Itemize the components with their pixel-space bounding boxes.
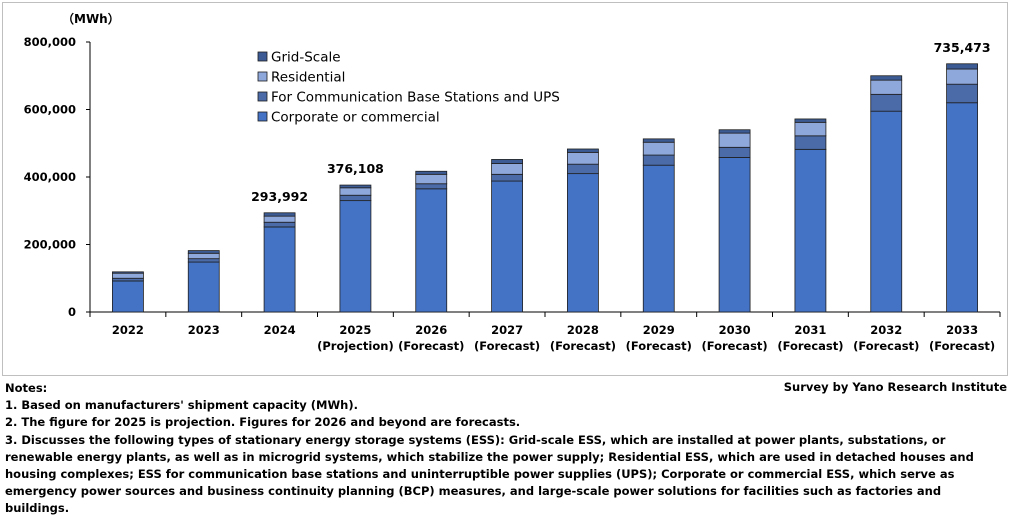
bar-segment-grid-scale bbox=[415, 170, 448, 175]
bar-segment-for-communication-base-stations-and-ups bbox=[718, 146, 751, 158]
bar-segment-corporate-or-commercial bbox=[263, 226, 296, 313]
x-tick-label: 2023 bbox=[188, 323, 220, 337]
bar-segment-grid-scale bbox=[339, 184, 372, 189]
bar-segment-corporate-or-commercial bbox=[946, 102, 978, 313]
bar-segment-residential bbox=[794, 121, 827, 137]
x-tick-label: 2024 bbox=[264, 323, 296, 337]
note-line-2: 2. The figure for 2025 is projection. Fi… bbox=[5, 415, 521, 430]
bars bbox=[112, 63, 978, 313]
legend-label: For Communication Base Stations and UPS bbox=[271, 90, 560, 106]
x-tick-label: 2031 bbox=[794, 323, 826, 337]
bar-segment-corporate-or-commercial bbox=[794, 148, 827, 313]
bar-segment-for-communication-base-stations-and-ups bbox=[491, 173, 523, 182]
legend: Grid-Scale Residential For Communication B… bbox=[257, 50, 560, 126]
bar-segment-for-communication-base-stations-and-ups bbox=[339, 194, 372, 202]
x-tick-label: (Projection) bbox=[317, 339, 394, 353]
legend-swatch bbox=[257, 71, 268, 82]
note-line-1: 1. Based on manufacturers' shipment capa… bbox=[5, 398, 358, 413]
x-tick-label: (Forecast) bbox=[398, 339, 464, 353]
x-tick-label: 2030 bbox=[719, 323, 751, 337]
bar-segment-residential bbox=[263, 215, 296, 223]
total-data-label: 376,108 bbox=[327, 161, 384, 176]
legend-label: Corporate or commercial bbox=[271, 110, 440, 126]
x-tick-label: 2029 bbox=[643, 323, 675, 337]
bar-segment-grid-scale bbox=[491, 159, 523, 164]
y-unit-label: （MWh） bbox=[62, 12, 120, 26]
bar-segment-residential bbox=[642, 141, 675, 156]
bar-segment-grid-scale bbox=[718, 129, 751, 134]
x-tick-label: (Forecast) bbox=[626, 339, 692, 353]
bar-segment-for-communication-base-stations-and-ups bbox=[946, 83, 978, 104]
bar-segment-residential bbox=[112, 272, 144, 279]
bar-segment-for-communication-base-stations-and-ups bbox=[567, 163, 599, 175]
x-tick-label: 2032 bbox=[870, 323, 902, 337]
y-tick-label: 0 bbox=[68, 305, 76, 319]
bar-segment-residential bbox=[946, 68, 978, 85]
bar-segment-for-communication-base-stations-and-ups bbox=[642, 154, 675, 166]
bar-segment-corporate-or-commercial bbox=[718, 157, 751, 313]
bar-segment-residential bbox=[187, 252, 220, 260]
bar-segment-corporate-or-commercial bbox=[339, 200, 372, 313]
bar-segment-grid-scale bbox=[642, 138, 675, 143]
notes-title: Notes: bbox=[5, 381, 48, 395]
bar-segment-grid-scale bbox=[263, 212, 296, 217]
bar-segment-grid-scale bbox=[794, 118, 827, 123]
chart-frame bbox=[2, 2, 1008, 376]
bar-segment-for-communication-base-stations-and-ups bbox=[415, 183, 448, 190]
x-tick-label: (Forecast) bbox=[474, 339, 540, 353]
bar-segment-grid-scale bbox=[187, 250, 220, 254]
y-tick-label: 800,000 bbox=[24, 35, 76, 49]
y-tick-label: 200,000 bbox=[24, 238, 76, 252]
bar-segment-grid-scale bbox=[112, 271, 144, 274]
legend-label: Residential bbox=[271, 70, 345, 86]
bar-segment-residential bbox=[567, 151, 599, 165]
bar-segment-residential bbox=[415, 173, 448, 185]
bar-segment-corporate-or-commercial bbox=[415, 188, 448, 313]
labels: 2022 2023 2024 2025 (Projection) 2026 (Forecas… bbox=[112, 40, 995, 353]
bar-segment-for-communication-base-stations-and-ups bbox=[870, 93, 903, 112]
notes: Notes: 1. Based on manufacturers' shipme… bbox=[5, 380, 1008, 518]
x-tick-label: 2028 bbox=[567, 323, 599, 337]
axes: 0 200,000 400,000 600,000 800,000 bbox=[24, 35, 1001, 319]
bar-segment-for-communication-base-stations-and-ups bbox=[794, 135, 827, 150]
bar-segment-grid-scale bbox=[870, 75, 903, 81]
x-tick-label: 2033 bbox=[946, 323, 978, 337]
total-data-label: 735,473 bbox=[934, 40, 991, 55]
x-tick-label: (Forecast) bbox=[701, 339, 767, 353]
bar-segment-residential bbox=[718, 132, 751, 148]
x-tick-label: 2022 bbox=[112, 323, 144, 337]
bar-segment-for-communication-base-stations-and-ups bbox=[112, 277, 144, 282]
legend-swatch bbox=[257, 51, 268, 62]
bar-segment-corporate-or-commercial bbox=[187, 261, 220, 313]
bar-segment-corporate-or-commercial bbox=[112, 280, 144, 313]
bar-segment-corporate-or-commercial bbox=[491, 180, 523, 313]
bar-segment-residential bbox=[870, 79, 903, 95]
bar-segment-grid-scale bbox=[567, 148, 599, 153]
x-tick-label: 2025 bbox=[339, 323, 371, 337]
bar-segment-corporate-or-commercial bbox=[642, 164, 675, 313]
bar-segment-residential bbox=[339, 187, 372, 196]
x-tick-label: (Forecast) bbox=[929, 339, 995, 353]
x-tick-label: (Forecast) bbox=[777, 339, 843, 353]
bar-segment-grid-scale bbox=[946, 63, 978, 70]
bar-segment-residential bbox=[491, 163, 523, 175]
y-tick-label: 600,000 bbox=[24, 103, 76, 117]
source-credit: Survey by Yano Research Institute bbox=[783, 380, 1007, 394]
legend-label: Grid-Scale bbox=[271, 50, 341, 66]
bar-segment-corporate-or-commercial bbox=[870, 110, 903, 313]
x-tick-label: 2027 bbox=[491, 323, 523, 337]
bar-segment-for-communication-base-stations-and-ups bbox=[187, 258, 220, 263]
bar-segment-corporate-or-commercial bbox=[567, 173, 599, 313]
total-data-label: 293,992 bbox=[251, 189, 308, 204]
y-tick-label: 400,000 bbox=[24, 170, 76, 184]
legend-swatch bbox=[257, 111, 268, 122]
x-tick-label: 2026 bbox=[415, 323, 447, 337]
x-tick-label: (Forecast) bbox=[550, 339, 616, 353]
legend-swatch bbox=[257, 91, 268, 102]
bar-segment-for-communication-base-stations-and-ups bbox=[263, 221, 296, 228]
x-tick-label: (Forecast) bbox=[853, 339, 919, 353]
